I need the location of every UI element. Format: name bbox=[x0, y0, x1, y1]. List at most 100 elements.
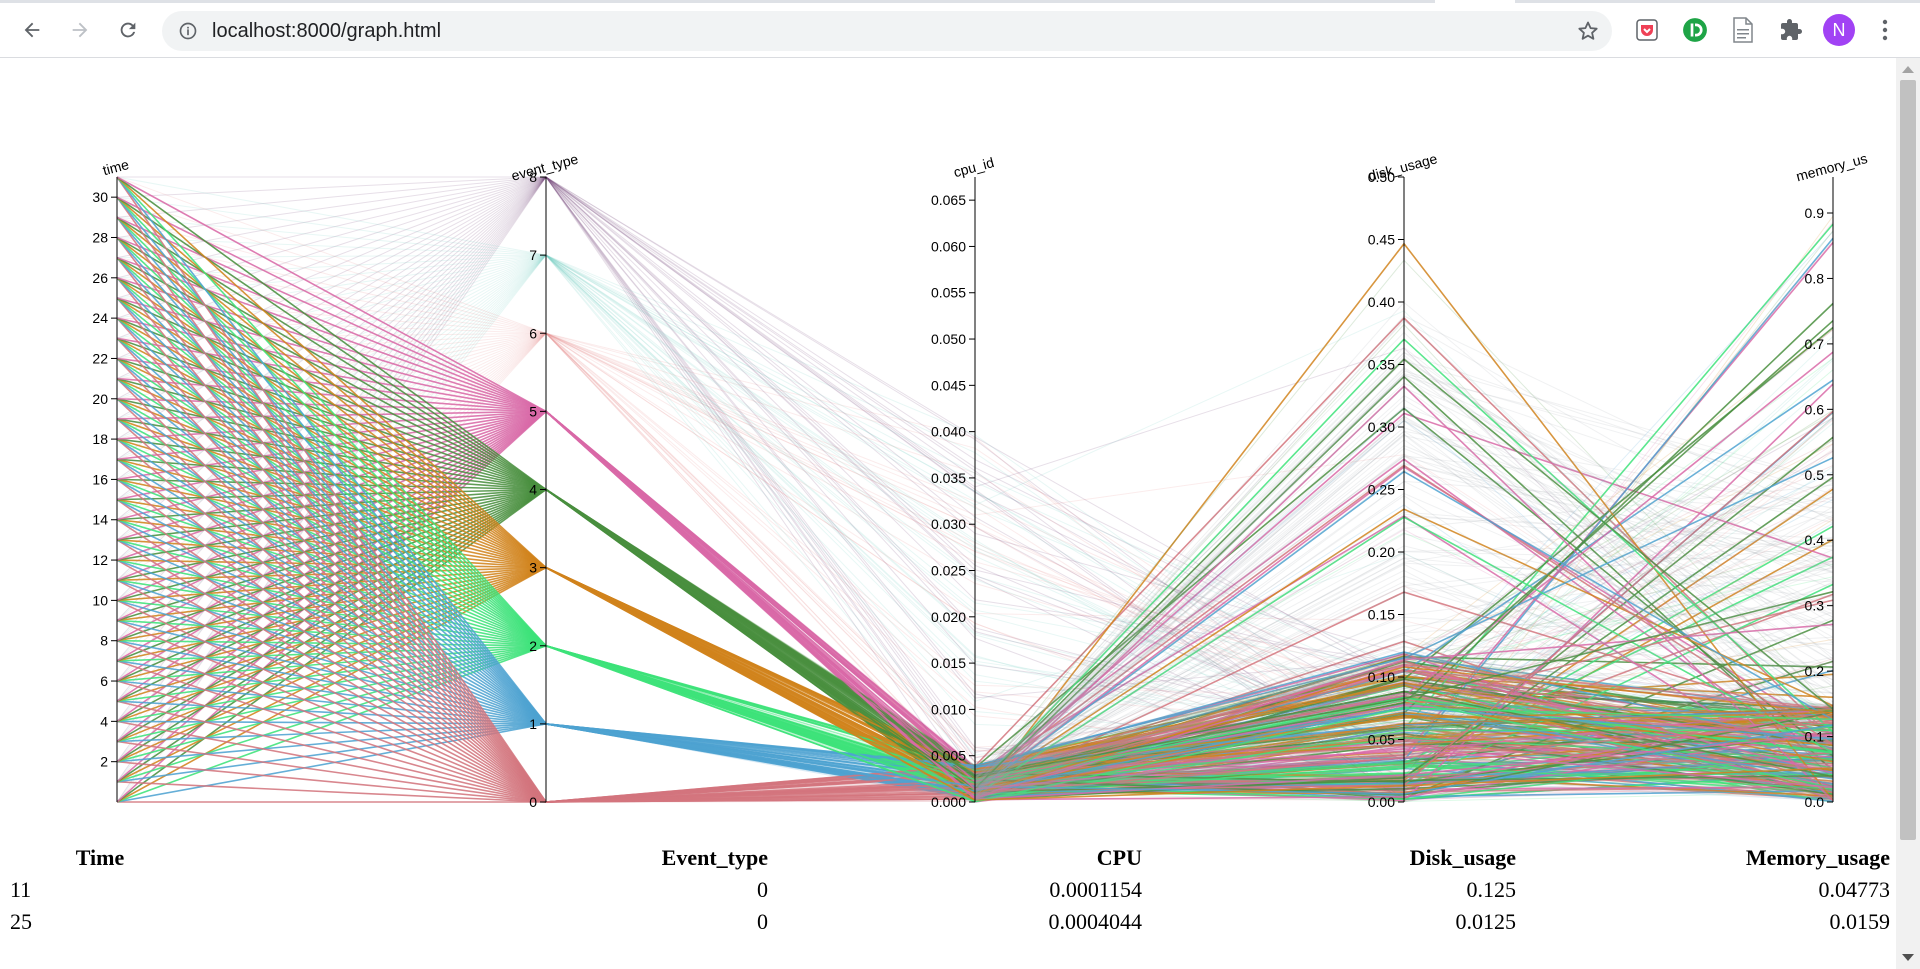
tick-label: 0.8 bbox=[1805, 270, 1825, 286]
document-extension-button[interactable] bbox=[1730, 17, 1756, 43]
tick-label: 0 bbox=[529, 794, 537, 810]
table-row: 25 0 0.0004044 0.0125 0.0159 bbox=[10, 906, 1890, 938]
tick-label: 0.000 bbox=[931, 794, 966, 810]
puzzle-icon bbox=[1781, 19, 1802, 40]
browser-toolbar: localhost:8000/graph.html N bbox=[0, 0, 1920, 58]
axis-title[interactable]: disk_usage bbox=[1366, 150, 1439, 184]
tick-label: 8 bbox=[100, 633, 108, 649]
tick-label: 14 bbox=[92, 512, 108, 528]
tab-strip-edge-right bbox=[1515, 0, 1920, 3]
tick-label: 0.005 bbox=[931, 748, 966, 764]
tick-label: 0.065 bbox=[931, 192, 966, 208]
url-text[interactable]: localhost:8000/graph.html bbox=[212, 20, 442, 42]
tick-label: 0.45 bbox=[1368, 232, 1395, 248]
pocket-icon bbox=[1636, 19, 1658, 41]
tick-label: 0.7 bbox=[1805, 336, 1825, 352]
cell-event-type: 0 bbox=[757, 877, 768, 902]
arrow-left-icon bbox=[24, 22, 40, 38]
extensions-button[interactable] bbox=[1778, 17, 1804, 43]
tick-label: 6 bbox=[100, 673, 108, 689]
tick-label: 3 bbox=[529, 560, 537, 576]
tick-label: 0.2 bbox=[1805, 663, 1825, 679]
axis-title[interactable]: time bbox=[101, 156, 131, 178]
tick-label: 0.030 bbox=[931, 516, 966, 532]
header-disk-usage: Disk_usage bbox=[1409, 845, 1516, 870]
cell-cpu: 0.0004044 bbox=[1048, 909, 1143, 934]
tick-label: 0.5 bbox=[1805, 467, 1825, 483]
header-time: Time bbox=[75, 845, 125, 870]
page-viewport: 2 4 6 8 10 12 14 16 18 20 22 24 26 28 30 time 0 1 2 3 4 5 6 7 8 e… bbox=[0, 58, 1896, 969]
reload-button[interactable] bbox=[110, 12, 146, 48]
tick-label: 30 bbox=[92, 189, 108, 205]
cell-cpu: 0.0001154 bbox=[1049, 877, 1142, 902]
info-circle-icon[interactable] bbox=[178, 21, 198, 41]
tick-label: 0.055 bbox=[931, 285, 966, 301]
tick-label: 0.00 bbox=[1368, 794, 1395, 810]
tick-label: 8 bbox=[529, 169, 537, 185]
header-event-type: Event_type bbox=[661, 845, 768, 870]
address-bar[interactable]: localhost:8000/graph.html bbox=[162, 11, 1612, 51]
tick-label: 6 bbox=[529, 325, 537, 341]
axis-title[interactable]: memory_us bbox=[1794, 150, 1869, 184]
cell-memory-usage: 0.04773 bbox=[1818, 877, 1891, 902]
cell-time: 25 bbox=[10, 909, 32, 934]
table-row: 11 0 0.0001154 0.125 0.04773 bbox=[10, 874, 1890, 906]
tick-label: 20 bbox=[92, 391, 108, 407]
tick-label: 0.1 bbox=[1805, 729, 1825, 745]
tick-label: 0.50 bbox=[1368, 169, 1395, 185]
page-scrollbar[interactable] bbox=[1896, 58, 1920, 969]
axis-title[interactable]: cpu_id bbox=[952, 154, 996, 180]
tick-label: 0.25 bbox=[1368, 482, 1395, 498]
profile-avatar[interactable]: N bbox=[1823, 14, 1855, 46]
tab-strip-edge bbox=[0, 0, 1435, 3]
star-icon[interactable] bbox=[1576, 19, 1600, 43]
scroll-down-arrow-icon[interactable] bbox=[1902, 954, 1914, 961]
green-d-icon bbox=[1683, 18, 1707, 42]
tick-label: 0.050 bbox=[931, 331, 966, 347]
forward-button[interactable] bbox=[62, 12, 98, 48]
tick-label: 4 bbox=[529, 482, 537, 498]
cell-disk-usage: 0.125 bbox=[1466, 877, 1517, 902]
axis-cpu-id[interactable]: 0.000 0.005 0.010 0.015 0.020 0.025 0.030 0.035… bbox=[931, 154, 996, 810]
tick-label: 0.40 bbox=[1368, 294, 1395, 310]
tick-label: 0.4 bbox=[1805, 532, 1825, 548]
tick-label: 24 bbox=[92, 310, 108, 326]
arrow-right-icon bbox=[72, 22, 88, 38]
tick-label: 0.020 bbox=[931, 609, 966, 625]
tick-label: 12 bbox=[92, 552, 108, 568]
tick-label: 0.025 bbox=[931, 563, 966, 579]
scroll-up-arrow-icon[interactable] bbox=[1902, 66, 1914, 73]
selection-table: Time Event_type CPU Disk_usage Memory_us… bbox=[10, 842, 1890, 938]
scrollbar-thumb[interactable] bbox=[1900, 80, 1916, 840]
header-cpu: CPU bbox=[1096, 845, 1142, 870]
tick-label: 0.010 bbox=[931, 701, 966, 717]
pocket-extension-button[interactable] bbox=[1634, 17, 1660, 43]
vertical-dots-icon[interactable] bbox=[1874, 14, 1896, 46]
axis-disk-usage[interactable]: 0.00 0.05 0.10 0.15 0.20 0.25 0.30 0.35 0.40 0.45… bbox=[1366, 150, 1439, 810]
tick-label: 18 bbox=[92, 431, 108, 447]
tick-label: 0.30 bbox=[1368, 419, 1395, 435]
document-icon bbox=[1733, 17, 1753, 43]
reload-icon bbox=[120, 22, 136, 38]
tick-label: 0.3 bbox=[1805, 598, 1825, 614]
tick-label: 5 bbox=[529, 403, 537, 419]
tick-label: 0.20 bbox=[1368, 544, 1395, 560]
tick-label: 1 bbox=[529, 716, 537, 732]
tick-label: 0.10 bbox=[1368, 669, 1395, 685]
tick-label: 10 bbox=[92, 592, 108, 608]
back-button[interactable] bbox=[14, 12, 50, 48]
tick-label: 0.0 bbox=[1805, 794, 1825, 810]
tick-label: 4 bbox=[100, 713, 108, 729]
tick-label: 0.35 bbox=[1368, 357, 1395, 373]
tick-label: 16 bbox=[92, 471, 108, 487]
tick-label: 0.15 bbox=[1368, 607, 1395, 623]
tick-label: 7 bbox=[529, 247, 537, 263]
cell-event-type: 0 bbox=[757, 909, 768, 934]
tick-label: 0.015 bbox=[931, 655, 966, 671]
cell-time: 11 bbox=[10, 877, 32, 902]
tick-label: 0.9 bbox=[1805, 205, 1825, 221]
green-extension-button[interactable] bbox=[1682, 17, 1708, 43]
header-memory-usage: Memory_usage bbox=[1745, 845, 1890, 870]
tick-label: 0.6 bbox=[1805, 401, 1825, 417]
